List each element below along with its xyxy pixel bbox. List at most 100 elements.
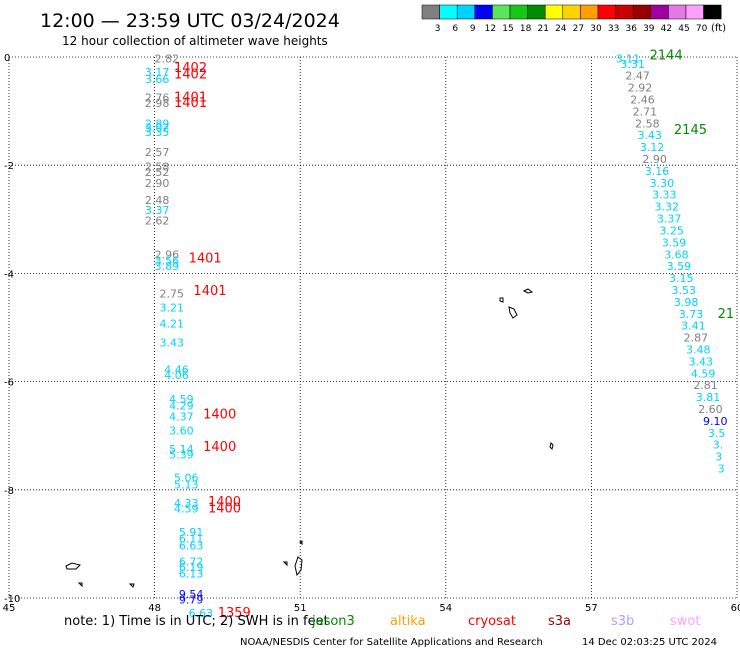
swh-value-label: 6.72 [179,556,204,569]
swh-value-label: 4.46 [164,363,189,376]
colorbar-swatch [650,4,669,20]
pass-time-label: 1401 [174,96,207,111]
swh-value-label: 2.75 [159,288,184,301]
island-outline [282,561,288,567]
lon-tick-label: 48 [148,603,161,614]
island-outline [549,442,554,450]
pass-time-label: 2145 [674,123,707,138]
colorbar-swatch [615,4,634,20]
swh-value-label: 2.98 [145,97,170,110]
swh-value-label: 2.96 [155,248,180,261]
mission-legend: jason3 altika cryosat s3a s3b swot [311,614,700,629]
swh-value-label: 2.60 [698,403,723,416]
colorbar-tick-label: 12 [485,24,496,34]
island-outline [299,540,303,546]
swh-value-label: 3.33 [652,189,677,202]
swh-value-label: 3.43 [638,129,663,142]
colorbar-swatch [421,4,440,20]
swh-value-label: 3.89 [155,260,180,273]
mission-legend-s3b: s3b [611,614,634,629]
swh-value-label: 3.02 [145,122,170,135]
swh-value-label: 4.21 [159,318,184,331]
lat-lon-grid [8,56,738,599]
swh-value-label: 9.10 [703,415,728,428]
swh-value-label: 2.46 [630,94,655,107]
island-outline [128,583,135,588]
swh-value-label: 3.25 [659,224,684,237]
swh-value-label: 3 [715,451,722,464]
swh-value-label: 9.54 [179,588,204,601]
island-outline [65,562,81,570]
swh-value-label: 4.59 [691,367,716,380]
swh-value-label: 6.13 [179,567,204,580]
swh-value-label: 3.43 [159,336,184,349]
swh-value-label: 2.52 [145,166,170,179]
swh-value-label: 2.90 [642,153,667,166]
swh-value-label: 3.43 [688,355,713,368]
swh-value-label: 3.31 [621,58,646,71]
map-title: 12:00 — 23:59 UTC 03/24/2024 [40,10,340,32]
lon-tick-label: 51 [294,603,307,614]
pass-time-label: 1359 [218,606,251,621]
swh-value-label: 4.33 [174,497,199,510]
lat-tick-label: -4 [4,269,14,280]
swh-value-label: 3.17 [145,66,170,79]
mission-legend-jason3: jason3 [311,614,355,629]
lat-tick-label: 0 [4,53,10,64]
swh-value-label: 4.59 [174,503,199,516]
colorbar-swatch [544,4,564,20]
colorbar-tick-label: 3 [435,24,441,34]
pass-time-label: 21 [718,307,735,322]
swh-value-label: 5.91 [179,526,204,539]
colorbar-swatch [492,4,511,20]
colorbar-tick-label: 30 [590,24,602,34]
pass-time-label: 1401 [193,284,226,299]
swh-value-label: 3.35 [145,126,170,139]
swh-value-label: 2.90 [145,177,170,190]
swh-value-label: 5.13 [174,479,199,492]
colorbar-swatch [597,4,616,20]
pass-time-label: 1401 [174,90,207,105]
swh-value-label: 3.81 [696,391,721,404]
mission-legend-cryosat: cryosat [468,614,516,629]
swh-value-label: 3.60 [169,425,194,438]
swh-value-label: 2.58 [635,117,660,130]
colorbar-swatch [703,4,722,20]
swh-value-label: 3.37 [145,204,170,217]
pass-time-label: 1400 [208,495,241,510]
lon-tick-label: 45 [3,603,16,614]
swh-value-label: 5.39 [169,448,194,461]
pass-time-label: 1400 [203,440,236,455]
mission-legend-altika: altika [390,614,426,629]
swh-value-label: 3.15 [669,272,694,285]
colorbar-tick-label: 15 [502,24,513,34]
lon-tick-label: 54 [439,603,452,614]
swh-value-label: 3.59 [667,260,692,273]
swh-value-label: 3. [713,439,724,452]
swh-value-label: 3.98 [674,296,699,309]
colorbar-swatch [439,4,458,20]
pass-time-label: 1400 [203,407,236,422]
footer-timestamp: 14 Dec 02:03:25 UTC 2024 [582,637,717,648]
colorbar-legend: 3 6 9 12 15 18 21 24 27 30 33 36 39 42 45 70 [421,4,722,34]
swh-value-label: 9.79 [179,593,204,606]
swh-value-label: 3.59 [662,236,687,249]
lon-tick-label: 57 [585,603,598,614]
swh-value-label: 3.21 [159,301,184,314]
swh-value-label: 2.57 [145,146,170,159]
colorbar-tick-label: 36 [625,24,637,34]
swh-value-label: 2.82 [155,52,180,65]
colorbar-tick-label: 6 [452,24,458,34]
colorbar-tick-label: 39 [643,24,655,34]
land-outlines [65,288,554,588]
swh-value-label: 3.37 [657,213,682,226]
swh-value-label: 3.12 [640,141,665,154]
pass-time-labels: 1402140214011401140114011400140014001400… [174,49,734,621]
swh-value-label: 4.29 [169,400,194,413]
colorbar-tick-label: 9 [470,24,476,34]
swh-value-label: 3.16 [645,165,670,178]
island-outline [522,288,534,294]
pass-time-label: 1401 [189,252,222,267]
swh-value-label: 3.73 [679,308,704,321]
